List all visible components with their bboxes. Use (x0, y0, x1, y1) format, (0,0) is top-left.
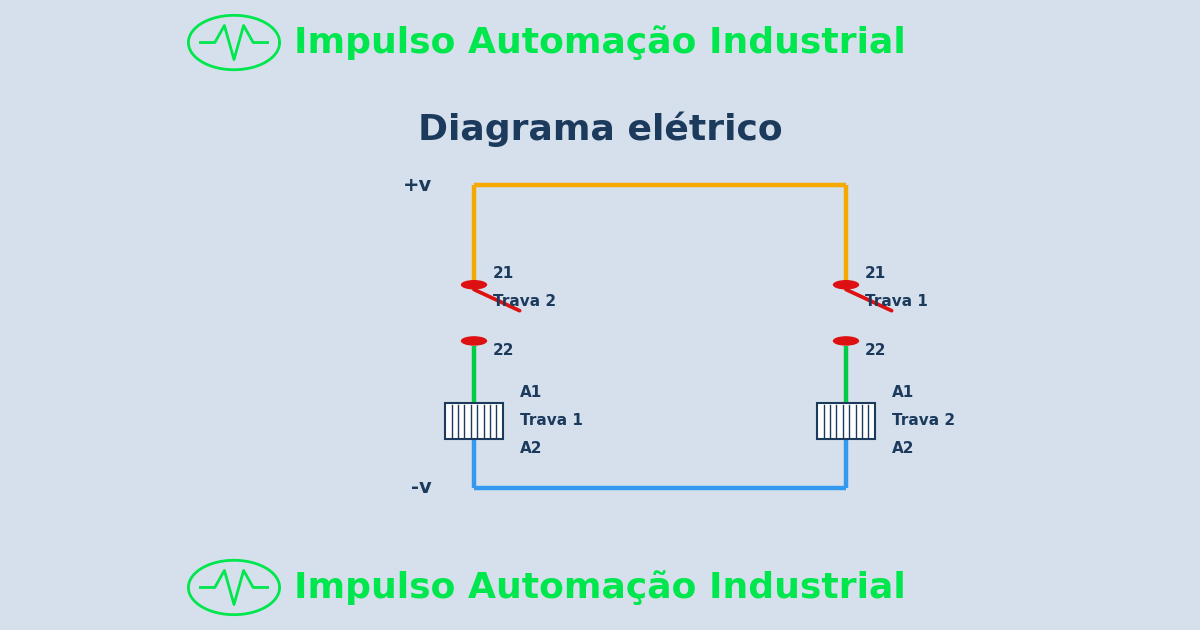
Bar (445, 403, 503, 439)
Text: -v: -v (412, 478, 432, 497)
Circle shape (833, 280, 859, 290)
Text: A2: A2 (892, 442, 914, 456)
Text: +v: +v (403, 176, 432, 195)
Text: Trava 2: Trava 2 (892, 413, 955, 428)
Text: A1: A1 (520, 386, 542, 400)
Text: 21: 21 (865, 266, 887, 281)
Text: A1: A1 (892, 386, 914, 400)
Text: Impulso Automação Industrial: Impulso Automação Industrial (294, 570, 906, 605)
Text: 22: 22 (493, 343, 515, 358)
Text: Impulso Automação Industrial: Impulso Automação Industrial (294, 25, 906, 60)
Text: 22: 22 (865, 343, 887, 358)
Circle shape (461, 280, 487, 290)
Bar (817, 403, 875, 439)
Circle shape (833, 336, 859, 346)
Text: Trava 2: Trava 2 (493, 294, 557, 309)
Text: Diagrama elétrico: Diagrama elétrico (418, 112, 782, 147)
Text: Trava 1: Trava 1 (520, 413, 582, 428)
Circle shape (461, 336, 487, 346)
Text: Trava 1: Trava 1 (865, 294, 928, 309)
Text: 21: 21 (493, 266, 515, 281)
Text: A2: A2 (520, 442, 542, 456)
